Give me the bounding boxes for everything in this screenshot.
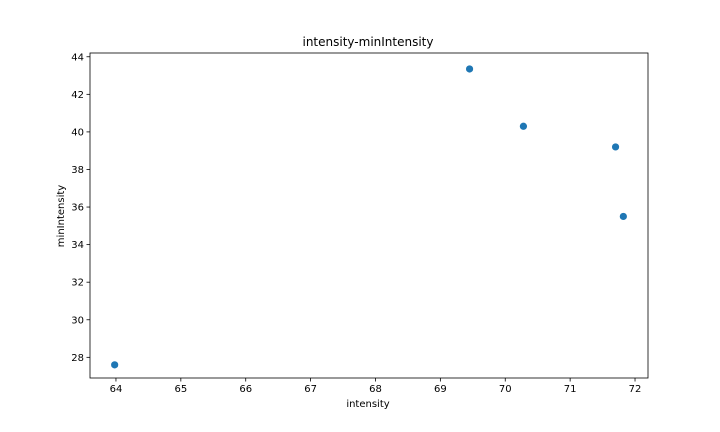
x-tick-label: 66: [239, 384, 252, 395]
x-tick-label: 72: [629, 384, 642, 395]
data-point: [465, 65, 474, 73]
x-tick-label: 69: [434, 384, 447, 395]
chart-title: intensity-minIntensity: [302, 35, 433, 49]
data-point: [611, 143, 620, 151]
y-tick-label: 42: [71, 90, 84, 101]
x-tick-label: 65: [174, 384, 187, 395]
y-tick-label: 36: [71, 203, 84, 214]
y-axis-label: minIntensity: [56, 185, 67, 247]
y-tick-label: 30: [71, 315, 84, 326]
y-tick-label: 44: [71, 52, 84, 63]
y-tick-label: 32: [71, 278, 84, 289]
y-tick-label: 38: [71, 165, 84, 176]
x-tick-label: 64: [110, 384, 123, 395]
x-tick-label: 70: [499, 384, 512, 395]
y-tick-label: 34: [71, 240, 84, 251]
x-axis-label: intensity: [346, 399, 389, 410]
x-tick-label: 68: [369, 384, 382, 395]
data-point: [619, 212, 627, 221]
x-tick-label: 67: [304, 384, 317, 395]
x-tick-label: 71: [564, 384, 577, 395]
y-tick-label: 28: [71, 353, 84, 364]
data-point: [519, 122, 528, 130]
plot-frame: [89, 52, 649, 379]
plot-area: 64 65 66 67 68 69 70 71 72 28 30 32 34 36 38 40 42 44: [71, 52, 649, 395]
y-tick-label: 40: [71, 127, 84, 138]
data-point: [111, 361, 119, 369]
